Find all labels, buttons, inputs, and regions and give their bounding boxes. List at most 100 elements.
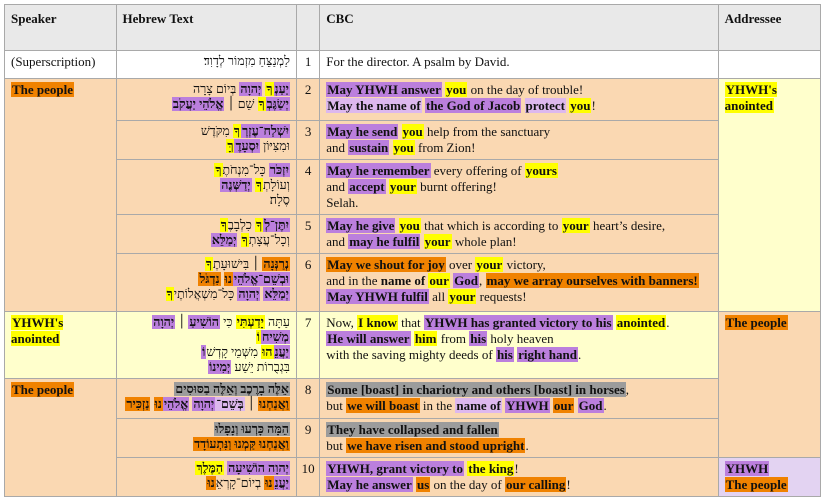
text-line: יְשַׂגֶּבְךָ שֵׁם ׀ אֱלֹהֵי יַעֲקֹב׃ xyxy=(123,97,290,112)
highlight-yellow-segment: you xyxy=(445,82,468,97)
text-line: נְרַנְּנָה ׀ בִּישׁוּעָתֶךָ xyxy=(123,257,290,272)
verse-row: יִשְׁלַח־עֶזְרְךָ מִקֹּדֶשׁ וּמִצִּיּוֹן … xyxy=(5,120,821,160)
text-line: וְכָל־עֲצָתְךָ יְמַלֵּא׃ xyxy=(123,233,290,248)
highlight-orange-segment: נוּ xyxy=(206,476,216,490)
addressee-cell: YHWH The people xyxy=(717,457,822,497)
speaker-cell: (Superscription) xyxy=(4,50,117,79)
highlight-purple-segment: May he answer xyxy=(326,477,413,492)
text-line: YHWH, grant victory to the king! xyxy=(326,461,711,477)
text-line: May he give you that which is according … xyxy=(326,218,711,234)
text-segment: מִקֹּדֶשׁ xyxy=(200,124,233,138)
highlight-purple-segment: מְשִׁיח xyxy=(260,330,290,344)
highlight-purple-segment: יִתֶּן־לְ xyxy=(263,218,290,232)
text-segment: בִּגְבֻרוֹת יֵשַׁע xyxy=(231,360,290,374)
highlight-purple-segment: יַעֲנֵ xyxy=(273,476,290,490)
text-segment: . xyxy=(525,438,529,453)
verse-number: 9 xyxy=(295,418,321,458)
addressee-cell: The people xyxy=(717,311,822,458)
text-segment: heart’s desire, xyxy=(589,218,666,233)
cbc-cell: For the director. A psalm by David. xyxy=(319,50,719,79)
verse-number: 8 xyxy=(295,378,321,419)
highlight-lpurple-segment: May the name of xyxy=(326,98,422,113)
highlight-purple-segment: יִסְעָדֶ xyxy=(234,139,260,153)
cbc-cell: May he send you help from the sanctuary a… xyxy=(319,120,719,160)
hebrew-text-cell: יִזְכֹּר כָּל־מִנְחֹתֶךָ וְעוֹלָתְךָ יְדַ… xyxy=(115,159,297,215)
highlight-purple-segment: God xyxy=(453,273,480,288)
text-line: For the director. A psalm by David. xyxy=(326,54,711,70)
verse-row: יְהוָה הוֹשִׁיעָה הַמֶּלֶךְ יַעֲנֵנוּ בְי… xyxy=(5,457,822,497)
text-line: סֶלָה׃ xyxy=(123,193,290,208)
cbc-cell: May he remember every offering of yours a… xyxy=(319,159,719,215)
text-segment: but xyxy=(326,438,347,453)
text-segment: on the day of xyxy=(430,477,506,492)
highlight-gray-segment: אֵלֶּה בָרֶכֶב וְאֵלֶּה בַסּוּסִים xyxy=(174,382,290,396)
highlight-purple-segment: יְהוָה xyxy=(152,315,176,329)
highlight-orange-segment: May we shout for joy xyxy=(326,257,446,272)
verse-row: הֵמָּה כָּרְעוּ וְנָפָלוּ וַאֲנַחְנוּ קַּ… xyxy=(5,418,821,458)
text-line: He will answer him from his holy heaven xyxy=(326,331,711,347)
text-segment: ׀ בִּישׁוּעָתֶ xyxy=(213,257,263,271)
text-segment: וּמִצִּיּוֹן xyxy=(259,139,290,153)
highlight-orange-segment: The people xyxy=(11,82,75,97)
text-line: (Superscription) xyxy=(11,54,110,70)
text-segment: from Zion! xyxy=(414,140,476,155)
text-line: May the name of the God of Jacob protect… xyxy=(326,98,711,114)
hebrew-text-cell: יַעַנְךָ יְהוָה בְּיוֹם צָרָה יְשַׂגֶּבְך… xyxy=(115,78,297,121)
highlight-purple-segment: may he fulfil xyxy=(348,234,421,249)
text-line: וְעוֹלָתְךָ יְדַשְּׁנֶה xyxy=(123,178,290,193)
text-segment: . xyxy=(577,347,582,362)
highlight-orange-segment: our calling xyxy=(505,477,567,492)
verse-number: 7 xyxy=(295,311,321,379)
speech-analysis-table: Speaker Hebrew Text CBC Addressee (Super… xyxy=(4,4,822,497)
speaker-cell: YHWH's anointed xyxy=(4,311,117,379)
highlight-yellow-segment: הַמֶּלֶךְ xyxy=(195,461,225,475)
highlight-orange-segment: The people xyxy=(724,315,788,330)
header-speaker: Speaker xyxy=(4,4,117,51)
highlight-purple-segment: his xyxy=(469,331,488,346)
text-line: May YHWH answer you on the day of troubl… xyxy=(326,82,711,98)
text-line: The people xyxy=(11,382,110,398)
verse-row: The people אֵלֶּה בָרֶכֶב וְאֵלֶּה בַסּוּ… xyxy=(4,378,821,497)
text-line: יִזְכֹּר כָּל־מִנְחֹתֶךָ xyxy=(123,163,290,178)
text-segment: and xyxy=(326,179,349,194)
highlight-purple-segment: יְמַלֵּא xyxy=(263,287,290,301)
highlight-yellow-segment: you xyxy=(569,98,592,113)
highlight-purple-segment: May he give xyxy=(326,218,396,233)
text-line: and accept your burnt offering! xyxy=(326,179,711,195)
highlight-yellow-segment: I know xyxy=(357,315,398,330)
cbc-cell: May we shout for joy over your victory, a… xyxy=(319,253,719,312)
text-segment: burnt offering! xyxy=(416,179,497,194)
text-segment: עַתָּה xyxy=(264,315,290,329)
hebrew-text-cell: נְרַנְּנָה ׀ בִּישׁוּעָתֶךָ וּבְשֵׁם־אֱלֹ… xyxy=(115,253,297,312)
text-segment: וְכָל־עֲצָתְ xyxy=(248,233,290,247)
text-line: יַעֲנֵנוּ בְיוֹם־קָרְאֵנוּ׃ xyxy=(123,476,290,491)
hebrew-text-cell: עַתָּה יָדַעְתִּי כִּי הוֹשִׁיעַ ׀ יְהוָ… xyxy=(115,311,297,379)
highlight-yellow-segment: ךָ xyxy=(255,218,264,232)
text-segment: סֶלָה׃ xyxy=(269,193,290,207)
text-segment: from xyxy=(437,331,470,346)
highlight-lpurple-segment: protect xyxy=(524,98,566,113)
highlight-yellow-segment: YHWH's anointed xyxy=(724,82,777,113)
text-segment: whole plan! xyxy=(451,234,517,249)
highlight-purple-segment: וּבְשֵׁם־אֱלֹהֵי xyxy=(232,272,290,286)
highlight-yellow-segment: ךָ xyxy=(204,257,214,271)
header-addressee: Addressee xyxy=(717,4,822,51)
highlight-yellow-segment: you xyxy=(392,140,415,155)
text-line: וּבְשֵׁם־אֱלֹהֵינוּ נִדְגֹּל xyxy=(123,272,290,287)
text-line: וַאֲנַחְנוּ ׀ בְּשֵׁם־יְהוָה אֱלֹהֵינוּ … xyxy=(123,397,290,412)
verse-number: 5 xyxy=(295,214,321,254)
cbc-cell: YHWH, grant victory to the king! May he a… xyxy=(319,457,719,497)
text-segment: that xyxy=(397,315,424,330)
text-line: יַעַנְךָ יְהוָה בְּיוֹם צָרָה xyxy=(123,82,290,97)
text-segment: victory, xyxy=(503,257,546,272)
highlight-purple-segment: sustain xyxy=(348,140,390,155)
verse-number: 10 xyxy=(295,457,321,497)
text-line: YHWH's anointed xyxy=(11,315,110,347)
text-line: Now, I know that YHWH has granted victor… xyxy=(326,315,711,331)
highlight-purple-segment: יַעַנְ xyxy=(273,82,290,96)
text-segment: ! xyxy=(514,461,519,476)
highlight-purple-segment: יְהוָה xyxy=(192,397,216,411)
text-segment: בְיוֹם־קָרְאֵ xyxy=(215,476,265,490)
highlight-yellow-segment: you xyxy=(398,218,421,233)
header-row: Speaker Hebrew Text CBC Addressee xyxy=(4,4,822,51)
